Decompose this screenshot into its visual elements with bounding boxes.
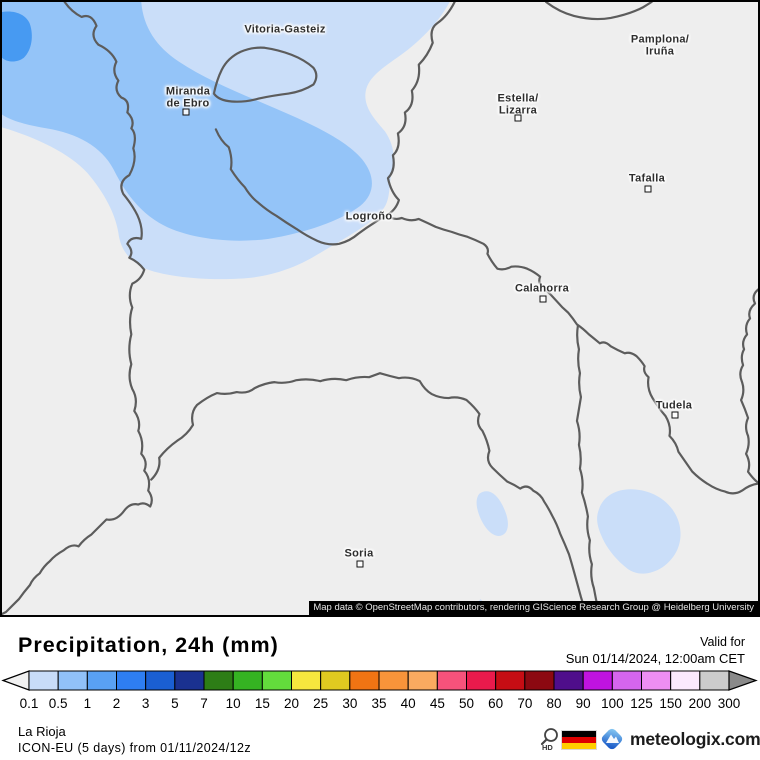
scale-tick-label: 3 — [142, 696, 150, 711]
city-label-calahorra: Calahorra — [514, 282, 570, 295]
scale-cell — [611, 670, 643, 691]
scale-tick-label: 0.1 — [20, 696, 39, 711]
scale-tick-label: 40 — [401, 696, 416, 711]
city-marker-estella-lizarra — [514, 114, 522, 122]
scale-tick-label: 300 — [718, 696, 741, 711]
scale-cell — [174, 670, 205, 691]
scale-cell — [641, 670, 672, 691]
scale-cell — [320, 670, 351, 691]
scale-cell — [57, 670, 88, 691]
border-south — [150, 372, 588, 615]
german-flag-icon — [562, 731, 596, 749]
scale-tick-label: 30 — [342, 696, 357, 711]
scale-tick-label: 90 — [576, 696, 591, 711]
scale-tick-label: 50 — [459, 696, 474, 711]
city-label-tudela: Tudela — [655, 399, 693, 412]
scale-cell — [553, 670, 584, 691]
scale-cell — [699, 670, 730, 691]
scale-tick-label: 1 — [84, 696, 92, 711]
brand-text: meteologix.com — [630, 728, 760, 749]
hd-magnifier-icon: HD — [540, 728, 558, 751]
scale-cell — [495, 670, 526, 691]
precip-light-blob-small — [476, 491, 508, 536]
scale-cell — [378, 670, 409, 691]
scale-cell — [291, 670, 322, 691]
scale-arrow-right — [728, 670, 758, 691]
border-right-edge — [739, 288, 758, 484]
brand-logo: meteologix.com — [599, 726, 760, 752]
city-label-logrono: Logroño — [345, 210, 393, 223]
border-northeast — [385, 2, 456, 217]
scale-cell — [116, 670, 147, 691]
scale-tick-label: 0.5 — [49, 696, 68, 711]
scale-cell — [582, 670, 613, 691]
city-marker-tudela — [671, 411, 679, 419]
city-label-estella-lizarra: Estella/ Lizarra — [497, 92, 539, 116]
scale-tick-label: 2 — [113, 696, 121, 711]
city-marker-calahorra — [539, 295, 547, 303]
precip-dark-spot — [2, 11, 32, 62]
region-label: La Rioja — [18, 724, 66, 739]
trevino-enclave-border — [212, 46, 318, 103]
scale-tick-label: 80 — [546, 696, 561, 711]
city-label-pamplona-iruna: Pamplona/ Iruña — [630, 33, 690, 57]
scale-tick-label: 70 — [517, 696, 532, 711]
precip-medium-blob — [2, 2, 372, 241]
border-west — [2, 2, 153, 615]
scale-tick-label: 35 — [371, 696, 386, 711]
precip-light-blob-large — [597, 489, 681, 574]
legend-title: Precipitation, 24h (mm) — [18, 633, 279, 657]
scale-tick-label: 150 — [659, 696, 682, 711]
scale-cell — [261, 670, 292, 691]
border-ebro-east — [385, 213, 758, 495]
precipitation-map: Vitoria-Gasteiz Pamplona/ Iruña Miranda de… — [0, 0, 760, 617]
scale-tick-label: 125 — [630, 696, 653, 711]
scale-tick-label: 20 — [284, 696, 299, 711]
city-label-miranda-de-ebro: Miranda de Ebro — [165, 85, 211, 109]
model-run-label: ICON-EU (5 days) from 01/11/2024/12z — [18, 741, 252, 755]
scale-cell — [436, 670, 467, 691]
valid-datetime: Sun 01/14/2024, 12:00am CET — [565, 651, 745, 666]
map-attribution: Map data © OpenStreetMap contributors, r… — [309, 601, 758, 615]
scale-tick-label: 10 — [226, 696, 241, 711]
city-marker-tafalla — [644, 185, 652, 193]
scale-cell — [28, 670, 59, 691]
scale-tick-label: 25 — [313, 696, 328, 711]
scale-tick-label: 60 — [488, 696, 503, 711]
valid-time-block: Valid for Sun 01/14/2024, 12:00am CET — [566, 635, 745, 666]
map-svg — [2, 2, 758, 615]
border-top-arc — [545, 2, 653, 21]
scale-tick-label: 200 — [689, 696, 712, 711]
scale-tick-label: 45 — [430, 696, 445, 711]
scale-cell — [524, 670, 555, 691]
scale-cell — [670, 670, 701, 691]
hd-label: HD — [542, 743, 553, 751]
city-marker-miranda-de-ebro — [182, 108, 190, 116]
border-southeast-branch — [575, 324, 601, 615]
scale-tick-label: 5 — [171, 696, 179, 711]
scale-tick-label: 15 — [255, 696, 270, 711]
scale-cell — [86, 670, 118, 691]
city-label-tafalla: Tafalla — [628, 172, 666, 185]
border-alava-rioja — [214, 128, 389, 246]
scale-tick-label: 100 — [601, 696, 624, 711]
scale-cell — [232, 670, 263, 691]
city-label-vitoria-gasteiz: Vitoria-Gasteiz — [244, 23, 326, 36]
city-label-soria: Soria — [344, 547, 374, 560]
scale-cell — [407, 670, 438, 691]
meteologix-logo-icon — [601, 728, 623, 750]
valid-for-label: Valid for — [700, 635, 745, 649]
scale-cell — [466, 670, 497, 691]
admin-borders — [2, 2, 758, 615]
scale-tick-label: 7 — [200, 696, 208, 711]
scale-cell — [145, 670, 176, 691]
scale-cell — [203, 670, 234, 691]
scale-cell — [349, 670, 380, 691]
city-marker-soria — [356, 560, 364, 568]
scale-arrow-left — [1, 670, 30, 691]
color-scale: 0.1 0.5 1 2 3 5 7 10 15 20 25 30 35 40 45 50 60 70 80 90 100… — [1, 670, 758, 711]
